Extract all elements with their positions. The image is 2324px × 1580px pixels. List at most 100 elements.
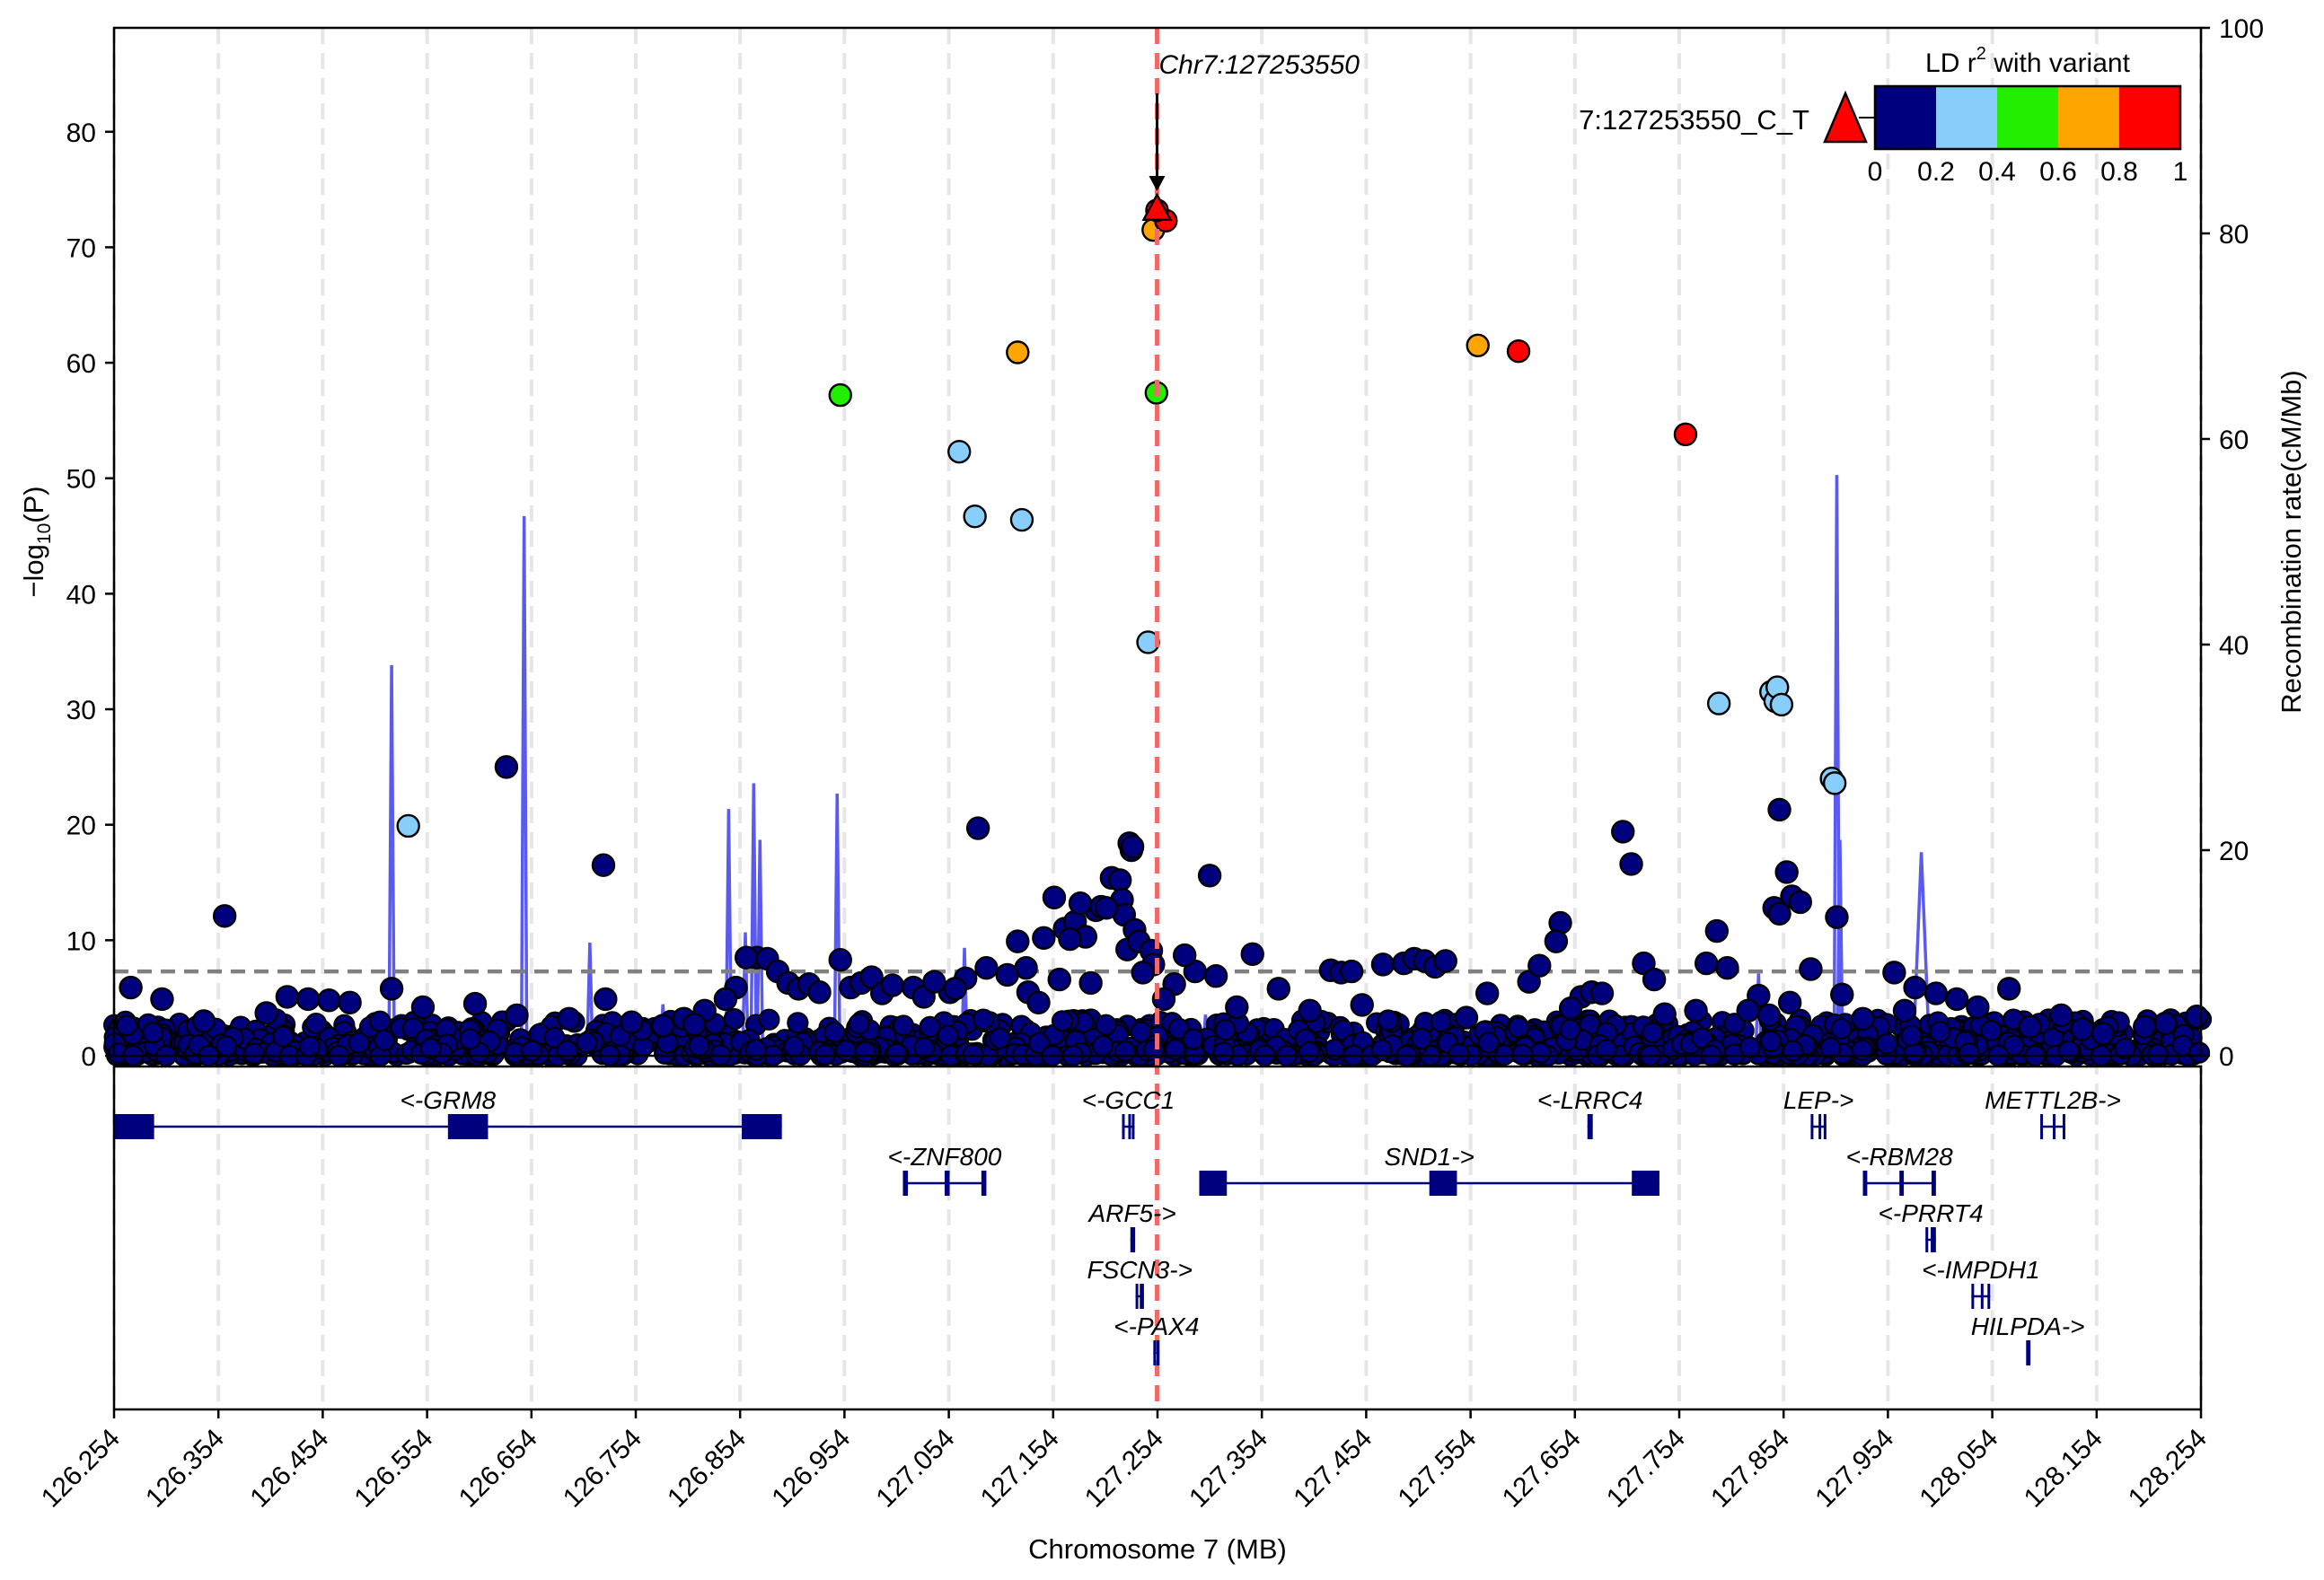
ld-low-point [521, 1040, 543, 1062]
gene-exon [1862, 1171, 1868, 1196]
gene-exon [1818, 1114, 1822, 1139]
data-point [254, 1001, 278, 1025]
data-point [1454, 1005, 1479, 1030]
data-point [995, 962, 1019, 988]
ld-low-point [1782, 1040, 1804, 1062]
y2-tick-label: 80 [2219, 220, 2249, 250]
ld-low-point [1511, 1043, 1534, 1066]
ld-low-point [1958, 1042, 1980, 1065]
ld-low-point [1529, 1041, 1552, 1064]
x-tick-label: 128.154 [2019, 1424, 2108, 1514]
legend-tick-label: 0.8 [2100, 157, 2138, 187]
data-point [1475, 981, 1500, 1005]
data-point [338, 990, 362, 1015]
data-point [651, 1014, 675, 1038]
gene-label: <-GRM8 [401, 1086, 497, 1114]
gene-exon [2028, 1340, 2031, 1365]
main-panel-frame [112, 26, 2203, 1058]
data-point [1892, 998, 1917, 1023]
ld-low-point [723, 1008, 745, 1031]
gene-exon [1931, 1227, 1934, 1252]
ld-low-point [373, 1029, 396, 1051]
ld-low-point [1723, 1013, 1746, 1035]
gene-label: <-LRRC4 [1537, 1086, 1642, 1114]
legend-tick-label: 0 [1868, 157, 1883, 187]
ld-low-point [1114, 1040, 1137, 1063]
data-point [1047, 967, 1071, 992]
x-tick-label: 127.654 [1497, 1424, 1587, 1514]
ld-low-point [1370, 1039, 1393, 1061]
gene-exon [1135, 1284, 1139, 1309]
ld-low-point [2057, 1040, 2080, 1062]
data-point [828, 382, 852, 408]
gene-track: <-GRM8 <-GCC1 <-LRRC4 LEP-> METTL2B-> <-ZNF80… [114, 1086, 2121, 1365]
data-point [1673, 422, 1698, 447]
x-tick-label: 128.254 [2123, 1424, 2213, 1514]
legend-tick-label: 1 [2173, 157, 2188, 187]
lead-variant-triangle [1141, 192, 1173, 222]
data-point [1350, 993, 1374, 1017]
gene-label: FSCN3-> [1087, 1256, 1193, 1284]
gene-label: <-ZNF800 [888, 1143, 1002, 1171]
data-point [1736, 998, 1760, 1023]
y2-tick-label: 60 [2219, 426, 2249, 455]
data-point [1589, 981, 1615, 1005]
data-point [1506, 339, 1531, 364]
data-point [965, 816, 990, 840]
ld-low-point [1091, 1034, 1114, 1057]
x-tick-label: 127.554 [1393, 1424, 1483, 1514]
data-point [880, 973, 905, 997]
ld-low-point [854, 1040, 876, 1063]
gene-exon [1810, 1114, 1814, 1139]
gene-exon [1987, 1284, 1991, 1309]
gene-label: SND1-> [1385, 1143, 1475, 1171]
ld-low-point [1929, 1021, 1951, 1043]
data-point [1923, 981, 1949, 1005]
ld-low-point [1164, 1038, 1186, 1061]
ld-low-point [1595, 1039, 1617, 1061]
gene-exon [2026, 1340, 2029, 1365]
y2-axis-label: Recombination rate(cM/Mb) [2276, 370, 2307, 713]
ld-low-point [116, 1014, 138, 1037]
y-tick-label: 40 [66, 580, 96, 610]
data-point [807, 980, 832, 1005]
ld-low-point [1027, 1031, 1051, 1054]
data-point [1339, 959, 1364, 984]
data-point [1695, 951, 1719, 976]
x-tick-label: 126.754 [558, 1424, 647, 1514]
x-tick-label: 126.854 [662, 1424, 752, 1514]
gene-exon [2040, 1114, 2044, 1139]
gene-exon [1587, 1114, 1590, 1139]
gene-exon [1131, 1114, 1135, 1139]
ld-low-point [2146, 1043, 2169, 1066]
data-point [1799, 957, 1823, 981]
data-point [1225, 995, 1249, 1020]
gene-exon [114, 1114, 154, 1139]
ld-low-point [688, 1034, 710, 1057]
y-tick-label: 20 [66, 812, 96, 841]
y-tick-label: 70 [66, 233, 96, 263]
data-point [1825, 905, 1849, 929]
data-point [1370, 952, 1395, 977]
gene-label: <-IMPDH1 [1922, 1256, 2039, 1284]
data-point [2185, 1005, 2209, 1029]
data-point [1266, 977, 1290, 1001]
x-tick-label: 128.054 [1915, 1424, 2004, 1514]
y2-tick-label: 0 [2219, 1042, 2234, 1072]
ld-low-point [1430, 1011, 1452, 1033]
y-axis-label: −log10(P) [18, 486, 55, 597]
gene-label: HILPDA-> [1971, 1312, 2085, 1340]
data-point [1026, 990, 1051, 1015]
gene-exon [447, 1114, 489, 1139]
data-point [713, 987, 738, 1012]
gene-exon [1153, 1340, 1157, 1365]
gene-exon [1131, 1227, 1135, 1252]
data-point [1966, 995, 1990, 1020]
data-point [591, 853, 616, 877]
ld-low-point [1130, 1021, 1152, 1043]
ld-low-point [2114, 1037, 2136, 1060]
y-tick-label: 30 [66, 696, 96, 725]
y-tick-label: 10 [66, 926, 96, 956]
data-point [1120, 834, 1145, 859]
